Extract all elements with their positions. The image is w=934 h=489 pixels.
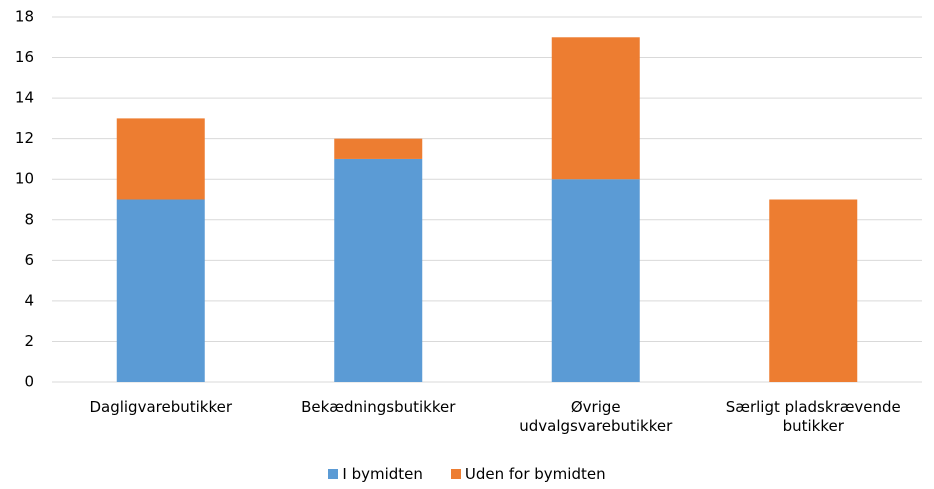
y-tick-label: 10 (15, 170, 34, 188)
x-tick-label: Øvrige udvalgsvarebutikker (519, 398, 673, 435)
legend-label: Uden for bymidten (464, 465, 606, 483)
x-tick-label: Bekædningsbutikker (301, 398, 456, 416)
bar-segment (551, 37, 640, 180)
y-tick-label: 4 (24, 291, 34, 309)
x-tick-label: Dagligvarebutikker (89, 398, 233, 416)
bar-segment (116, 118, 205, 200)
y-tick-label: 18 (15, 8, 34, 26)
bar-segment (334, 138, 423, 159)
y-tick-label: 0 (24, 373, 34, 391)
y-tick-label: 16 (15, 48, 34, 66)
y-tick-label: 6 (24, 251, 34, 269)
legend-item: Uden for bymidten (450, 465, 606, 483)
legend-swatch (450, 469, 461, 479)
bar-segment (334, 158, 423, 382)
y-tick-label: 8 (24, 210, 34, 228)
bar-segment (116, 199, 205, 382)
bar-segment (769, 199, 858, 382)
y-tick-label: 14 (15, 89, 34, 107)
legend-label: I bymidten (342, 465, 423, 483)
legend-swatch (328, 469, 339, 479)
y-tick-label: 12 (15, 129, 34, 147)
x-tick-label: Særligt pladskrævende butikker (725, 398, 901, 435)
legend: I bymidten Uden for bymidten (0, 465, 934, 483)
y-tick-label: 2 (24, 332, 34, 350)
legend-item: I bymidten (328, 465, 423, 483)
bar-segment (551, 179, 640, 382)
